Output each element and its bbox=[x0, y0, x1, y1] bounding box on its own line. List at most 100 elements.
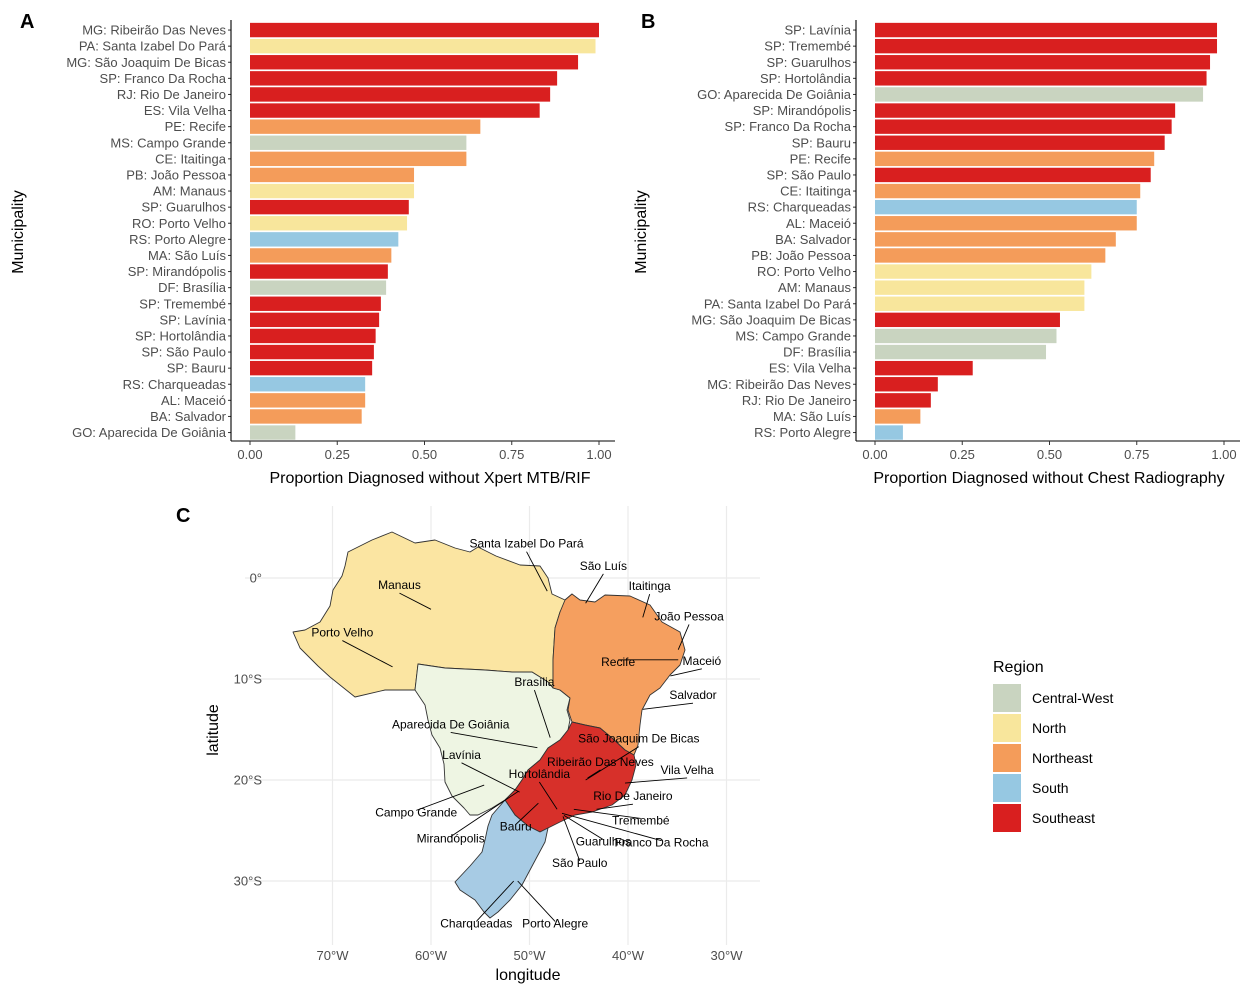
city-label: Santa Izabel Do Pará bbox=[470, 537, 584, 551]
panel-b-y-tick-label: PB: João Pessoa bbox=[751, 248, 851, 263]
city-label: Salvador bbox=[669, 688, 716, 702]
city-label: Tremembé bbox=[612, 813, 670, 827]
panel-a-y-tick-label: RJ: Rio De Janeiro bbox=[117, 87, 226, 102]
panel-a-bar bbox=[250, 377, 366, 392]
panel-a-y-tick-label: RS: Porto Alegre bbox=[129, 232, 226, 247]
panel-a-bar bbox=[250, 119, 481, 134]
panel-b-y-tick-label: SP: São Paulo bbox=[766, 167, 851, 182]
panel-a-bar bbox=[250, 360, 373, 376]
leader-line bbox=[596, 803, 633, 810]
panel-a-y-tick-label: SP: Guarulhos bbox=[141, 200, 226, 215]
panel-b-x-title: Proportion Diagnosed without Chest Radio… bbox=[873, 470, 1224, 487]
panel-b-y-tick-label: MS: Campo Grande bbox=[735, 328, 851, 343]
legend: Region Central-West North Northeast South So… bbox=[993, 659, 1114, 832]
panel-b-bar bbox=[875, 87, 1204, 102]
legend-swatch bbox=[993, 774, 1021, 802]
leader-line bbox=[517, 880, 556, 922]
panel-a-x-axis: 0.00 0.25 0.50 0.75 1.00 bbox=[230, 20, 615, 462]
panel-b-y-tick-label: SP: Lavínia bbox=[785, 23, 852, 38]
leader-line bbox=[450, 790, 519, 837]
panel-a-bar bbox=[250, 328, 376, 344]
leader-line bbox=[642, 702, 694, 710]
city-label: Porto Velho bbox=[311, 626, 373, 640]
leader-line bbox=[677, 624, 690, 650]
panel-b-bar bbox=[875, 38, 1218, 54]
panel-b-bar bbox=[875, 216, 1137, 231]
panel-a-y-tick-label: SP: Bauru bbox=[167, 361, 226, 376]
panel-b-x-tick-label: 0.25 bbox=[950, 447, 975, 462]
panel-b-bar bbox=[875, 328, 1057, 344]
panel-b-bar bbox=[875, 135, 1165, 150]
panel-b-bar bbox=[875, 393, 931, 408]
city-label: Ribeirão Das Neves bbox=[547, 755, 654, 769]
city-label: Maceió bbox=[683, 654, 722, 668]
panel-a-y-tick-label: SP: Franco Da Rocha bbox=[100, 71, 227, 86]
panel-a-y-tick-label: SP: Lavínia bbox=[160, 312, 227, 327]
city-label: Guarulhos bbox=[576, 835, 631, 849]
panel-b-y-tick-label: RS: Charqueadas bbox=[748, 200, 852, 215]
panel-b-x-tick-label: 0.00 bbox=[862, 447, 887, 462]
region-southeast bbox=[504, 721, 637, 833]
panel-a-y-tick-label: AM: Manaus bbox=[153, 184, 226, 199]
panel-a-y-tick-label: GO: Aparecida De Goiânia bbox=[72, 425, 227, 440]
panel-a-y-title: Municipality bbox=[10, 190, 27, 274]
legend-swatch bbox=[993, 714, 1021, 742]
panel-c-y-tick-label: 10°S bbox=[234, 672, 263, 687]
panel-b-y-tick-label: SP: Franco Da Rocha bbox=[725, 119, 852, 134]
legend-swatch bbox=[993, 684, 1021, 712]
panel-a-y-tick-label: MG: São Joaquim De Bicas bbox=[66, 55, 226, 70]
leader-line bbox=[461, 762, 520, 793]
panel-b-bar bbox=[875, 22, 1218, 38]
panel-a-y-tick-label: PB: João Pessoa bbox=[126, 167, 226, 182]
panel-b-y-tick-label: BA: Salvador bbox=[775, 232, 852, 247]
panel-a-y-tick-label: PE: Recife bbox=[165, 119, 226, 134]
leader-line bbox=[450, 732, 538, 749]
panel-a-bars bbox=[250, 22, 599, 440]
panel-b-x-tick-label: 0.75 bbox=[1124, 447, 1149, 462]
panel-a-letter: A bbox=[20, 11, 34, 33]
panel-c-x-title: longitude bbox=[496, 967, 561, 984]
panel-b-bar bbox=[875, 71, 1207, 86]
panel-b-x-axis: 0.00 0.25 0.50 0.75 1.00 bbox=[855, 20, 1240, 462]
panel-a-bar bbox=[250, 425, 296, 440]
legend-label: South bbox=[1032, 780, 1069, 796]
panel-a-y-tick-label: MG: Ribeirão Das Neves bbox=[82, 23, 226, 38]
panel-c-x-tick-label: 50°W bbox=[514, 948, 547, 963]
panel-b-y-tick-label: SP: Mirandópolis bbox=[753, 103, 852, 118]
panel-c-axes: 70°W 60°W 50°W 40°W 30°W 0° 10°S 20°S 30°S bbox=[234, 571, 744, 964]
panel-b-bar bbox=[875, 103, 1176, 118]
panel-b-letter: B bbox=[641, 11, 655, 33]
city-label: Campo Grande bbox=[375, 805, 457, 819]
legend-label: North bbox=[1032, 720, 1066, 736]
region-northeast bbox=[552, 593, 686, 756]
leader-line bbox=[416, 784, 485, 811]
city-label: Manaus bbox=[378, 578, 421, 592]
panel-b-bar bbox=[875, 151, 1155, 167]
city-label: Charqueadas bbox=[440, 916, 512, 930]
panel-b-bar bbox=[875, 232, 1116, 247]
panel-b-bar bbox=[875, 183, 1141, 199]
panel-a-bar bbox=[250, 296, 381, 311]
panel-a-y-tick-label: PA: Santa Izabel Do Pará bbox=[79, 39, 227, 54]
leader-line bbox=[585, 573, 604, 604]
panel-a-y-tick-label: AL: Maceió bbox=[161, 393, 226, 408]
leader-line bbox=[670, 668, 702, 677]
leader-line bbox=[538, 781, 558, 810]
city-label: João Pessoa bbox=[654, 609, 724, 623]
panel-c-x-tick-label: 60°W bbox=[415, 948, 448, 963]
panel-c-y-title: latitude bbox=[205, 704, 222, 756]
legend-label: Southeast bbox=[1032, 810, 1095, 826]
panel-a-bar bbox=[250, 312, 380, 328]
city-label: São Luís bbox=[580, 559, 627, 573]
leader-line bbox=[562, 816, 581, 862]
panel-a-x-tick-label: 0.50 bbox=[412, 447, 437, 462]
leader-line bbox=[533, 689, 551, 738]
panel-b-bar bbox=[875, 167, 1151, 183]
leader-line bbox=[526, 551, 548, 592]
city-label: Recife bbox=[601, 655, 635, 669]
panel-a-bar bbox=[250, 151, 467, 167]
panel-b-y-tick-label: SP: Guarulhos bbox=[766, 55, 851, 70]
panel-a-y-tick-label: SP: Mirandópolis bbox=[128, 264, 227, 279]
